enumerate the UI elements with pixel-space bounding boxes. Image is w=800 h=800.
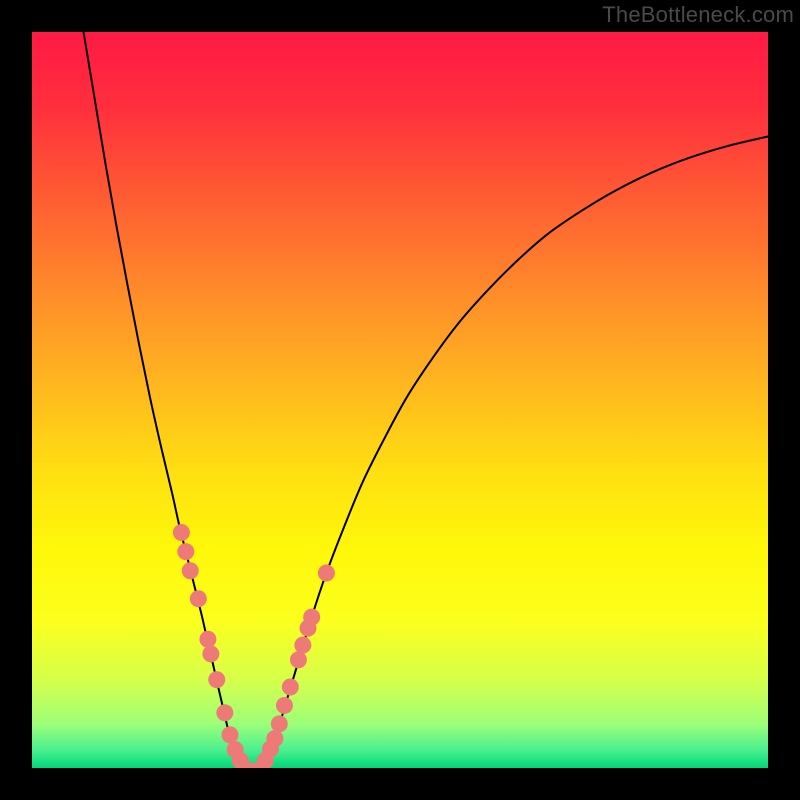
data-marker [303,609,320,626]
chart-svg [0,0,800,800]
data-marker [216,704,233,721]
data-marker [266,730,283,747]
data-marker [199,631,216,648]
data-marker [290,651,307,668]
data-marker [173,524,190,541]
data-marker [294,637,311,654]
data-marker [282,679,299,696]
chart-container: TheBottleneck.com [0,0,800,800]
data-marker [190,590,207,607]
plot-background-gradient [32,32,768,768]
data-marker [271,715,288,732]
data-marker [318,564,335,581]
data-marker [276,697,293,714]
data-marker [208,671,225,688]
data-marker [182,562,199,579]
watermark-text: TheBottleneck.com [602,2,794,28]
data-marker [177,543,194,560]
data-marker [202,645,219,662]
data-marker [221,726,238,743]
